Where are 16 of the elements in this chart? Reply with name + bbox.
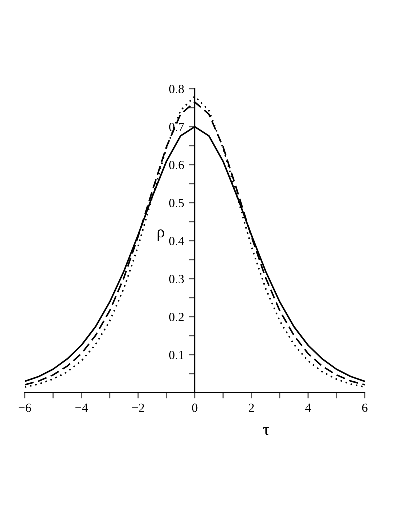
x-tick-label: 6 <box>362 404 368 412</box>
x-tick-label: 4 <box>305 404 312 412</box>
x-tick-label: 2 <box>249 404 254 412</box>
y-tick-label: 0.8 <box>169 85 184 94</box>
x-tick-label: 0 <box>192 404 198 412</box>
x-axis-title: τ <box>263 427 270 436</box>
y-tick-label: 0.4 <box>169 237 184 246</box>
y-tick-label: 0.6 <box>169 161 184 170</box>
x-tick-label: −6 <box>18 404 32 412</box>
y-tick-label: 0.5 <box>169 199 184 208</box>
x-tick-label: −4 <box>76 404 88 412</box>
y-axis-title: ρ <box>158 230 164 241</box>
y-tick-label: 0.2 <box>169 313 184 322</box>
x-tick-label: −2 <box>132 404 144 412</box>
y-tick-label: 0.1 <box>169 351 184 360</box>
y-tick-label: 0.3 <box>169 275 184 284</box>
